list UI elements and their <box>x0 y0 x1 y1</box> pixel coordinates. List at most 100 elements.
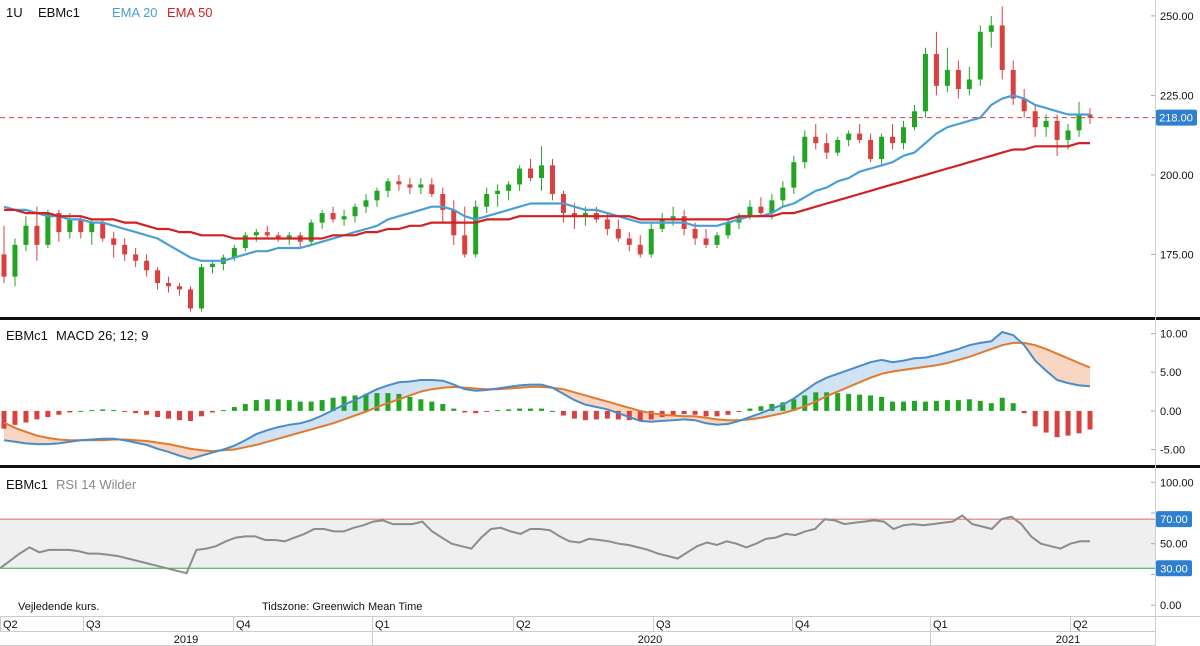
candle-body <box>659 219 665 229</box>
candle-body <box>155 270 161 284</box>
macd-histogram-bar <box>198 410 204 417</box>
macd-histogram-bar <box>517 408 523 411</box>
macd-histogram-bar <box>846 393 852 411</box>
candle-body <box>922 54 928 112</box>
x-axis-quarter-label: Q3 <box>86 619 101 631</box>
candle-body <box>999 25 1005 70</box>
candle-body <box>45 213 51 245</box>
macd-histogram-bar <box>100 409 106 411</box>
macd-signal-line <box>3 341 1091 453</box>
macd-histogram-bar <box>703 410 709 417</box>
candle-body <box>23 225 29 245</box>
macd-histogram-bar <box>253 400 259 411</box>
macd-histogram-bar <box>363 393 369 411</box>
macd-title: MACD 26; 12; 9 <box>56 328 149 343</box>
macd-histogram-bar <box>220 410 226 412</box>
candle-body <box>626 238 632 245</box>
macd-histogram-bar <box>966 399 972 411</box>
x-axis-quarter-label: Q4 <box>795 619 810 631</box>
macd-histogram-bar <box>418 399 424 411</box>
macd-histogram-bar <box>111 410 117 412</box>
candle-body <box>308 222 314 242</box>
macd-histogram-bar <box>1054 410 1060 438</box>
candle-body <box>1043 120 1049 128</box>
interval-label[interactable]: 1U <box>6 5 23 20</box>
macd-histogram-bar <box>648 410 654 420</box>
macd-histogram-bar <box>911 400 917 411</box>
macd-fill-segment <box>793 390 805 411</box>
macd-histogram-bar <box>890 401 896 411</box>
macd-histogram-bar <box>308 401 314 411</box>
macd-histogram-bar <box>692 410 698 415</box>
macd-fill-segment <box>870 359 882 378</box>
candle-body <box>703 238 709 245</box>
candle-body <box>352 206 358 217</box>
macd-histogram-bar <box>714 410 720 417</box>
candle-body <box>769 200 775 214</box>
macd-histogram-bar <box>868 395 874 411</box>
candle-body <box>407 184 413 188</box>
macd-fill-segment <box>848 366 860 387</box>
macd-histogram-bar <box>209 410 215 413</box>
price-ema-lines <box>0 94 1155 262</box>
last-price-label: 218.00 <box>1159 113 1193 125</box>
candle-body <box>835 139 841 153</box>
candle-body <box>341 216 347 220</box>
macd-histogram-bar <box>528 408 534 411</box>
macd-fill-segment <box>826 373 838 397</box>
macd-histogram-bar <box>670 410 676 416</box>
macd-histogram-bar <box>187 410 193 421</box>
macd-histogram-bar <box>122 410 128 412</box>
price-grid <box>1151 15 1155 255</box>
candle-body <box>725 222 731 236</box>
macd-fill-segment <box>914 357 926 369</box>
macd-histogram-bar <box>922 401 928 411</box>
macd-histogram-bar <box>999 397 1005 411</box>
macd-histogram-bar <box>604 410 610 419</box>
price-y-tick-label: 250.00 <box>1160 11 1194 23</box>
candle-body <box>198 267 204 309</box>
macd-histogram-bar <box>571 410 577 419</box>
macd-fill-segment <box>420 379 432 392</box>
macd-histogram-bar <box>791 399 797 411</box>
candle-body <box>440 193 446 210</box>
macd-y-tick-label: 5.00 <box>1160 367 1181 379</box>
macd-histogram-bar <box>429 401 435 411</box>
macd-histogram-bar <box>988 403 994 411</box>
rsi-upper-tag-label: 70.00 <box>1160 514 1188 526</box>
macd-panel <box>1 330 1155 460</box>
candle-body <box>528 168 534 179</box>
macd-fill-segment <box>267 427 279 442</box>
macd-histogram-bar <box>385 393 391 411</box>
macd-histogram-bar <box>407 396 413 411</box>
x-axis-quarter-label: Q2 <box>516 619 531 631</box>
candle-body <box>539 165 545 179</box>
macd-fill-segment <box>431 379 443 390</box>
macd-histogram-bar <box>637 410 643 421</box>
candle-body <box>571 213 577 217</box>
ema50-line <box>4 142 1090 240</box>
macd-histogram-bar <box>539 408 545 411</box>
macd-histogram-bar <box>341 396 347 411</box>
macd-histogram-bar <box>725 410 731 415</box>
candle-body <box>944 69 950 86</box>
macd-fill-segment <box>881 359 893 374</box>
candle-body <box>933 54 939 86</box>
candle-body <box>813 136 819 144</box>
panel-separator <box>0 317 1200 320</box>
candle-body <box>363 200 369 207</box>
macd-histogram-bar <box>484 410 490 412</box>
candle-body <box>692 228 698 239</box>
x-axis-quarter-label: Q2 <box>1073 619 1088 631</box>
macd-histogram-bar <box>297 401 303 411</box>
macd-histogram-bar <box>23 410 29 423</box>
macd-histogram-bar <box>56 410 62 415</box>
candle-body <box>879 136 885 159</box>
x-axis-year-label: 2021 <box>1056 634 1080 646</box>
macd-fill-segment <box>991 332 1003 350</box>
macd-y-tick-label: 0.00 <box>1160 406 1181 418</box>
candle-body <box>495 190 501 194</box>
candle-body <box>187 289 193 309</box>
candle-body <box>747 206 753 217</box>
candle-body <box>209 263 215 268</box>
